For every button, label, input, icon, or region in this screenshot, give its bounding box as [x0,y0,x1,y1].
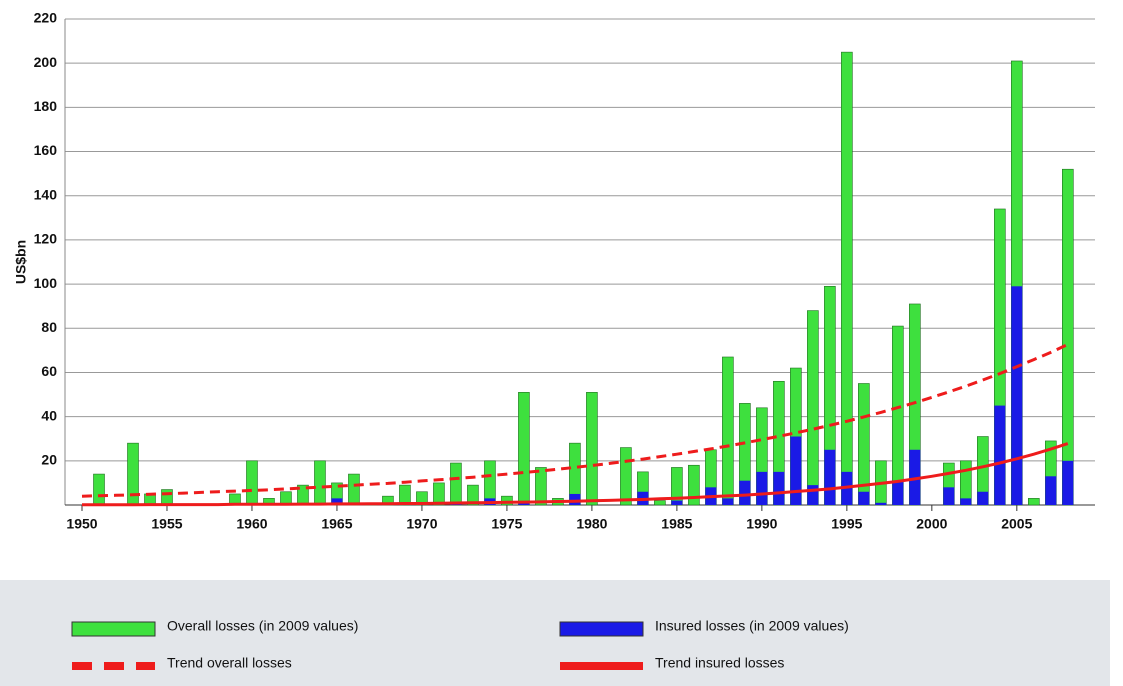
y-tick-label: 120 [34,231,58,247]
y-tick-label: 80 [41,319,57,335]
legend-label: Insured losses (in 2009 values) [655,618,849,634]
bar [399,484,411,506]
legend-swatch [71,621,156,637]
x-tick-label: 1960 [236,516,267,532]
bar [161,489,173,506]
bar [433,482,445,506]
bar [535,467,547,506]
bar [467,484,479,506]
x-tick-label: 1955 [151,516,182,532]
bar [841,51,853,506]
x-tick-label: 1975 [491,516,522,532]
bar [688,464,700,506]
bar [671,500,683,505]
bar [1028,498,1040,506]
bar [569,493,581,505]
bar [501,495,513,506]
bar [1062,460,1074,505]
bar [875,502,887,505]
bar [331,498,343,505]
bar [977,491,989,505]
bar [518,502,530,505]
legend-label: Trend insured losses [655,655,784,671]
bar [518,392,530,506]
bar [722,356,734,506]
bar [93,473,105,506]
y-tick-label: 160 [34,142,58,158]
bar [892,325,904,506]
bar [1062,168,1074,506]
y-tick-label: 40 [41,407,57,423]
bar [994,405,1006,505]
y-tick-label: 200 [34,54,58,70]
x-tick-label: 1980 [576,516,607,532]
x-tick-label: 2000 [916,516,947,532]
bar [722,498,734,505]
y-tick-label: 180 [34,98,58,114]
legend-swatch [559,621,644,637]
bar [620,447,632,506]
legend-label: Trend overall losses [167,655,292,671]
bar [1011,286,1023,505]
y-tick-label: 220 [34,10,58,26]
legend-box [0,580,1110,686]
legend-label: Overall losses (in 2009 values) [167,618,358,634]
bar [586,392,598,506]
bar [450,462,462,506]
bar [858,491,870,505]
trend-line [81,343,1069,498]
x-tick-label: 1965 [321,516,352,532]
y-tick-label: 140 [34,186,58,202]
bar [790,436,802,505]
trend-line [82,442,1069,507]
bar [807,485,819,505]
bar [807,310,819,506]
bar [416,491,428,506]
bar [892,480,904,505]
bar [943,487,955,505]
bar [246,460,258,506]
x-tick-label: 2005 [1001,516,1032,532]
bar [654,500,666,506]
bar [824,449,836,505]
bar [773,471,785,505]
x-tick-label: 1970 [406,516,437,532]
bar [1045,476,1057,505]
x-tick-label: 1985 [661,516,692,532]
bar [348,473,360,506]
x-tick-label: 1990 [746,516,777,532]
y-axis-label: US$bn [13,240,29,284]
bar [756,471,768,505]
bar [314,460,326,506]
x-tick-label: 1995 [831,516,862,532]
bar [739,480,751,505]
y-tick-label: 100 [34,275,58,291]
bar [960,498,972,505]
y-tick-label: 60 [41,363,57,379]
x-tick-label: 1950 [66,516,97,532]
y-tick-label: 20 [41,452,57,468]
